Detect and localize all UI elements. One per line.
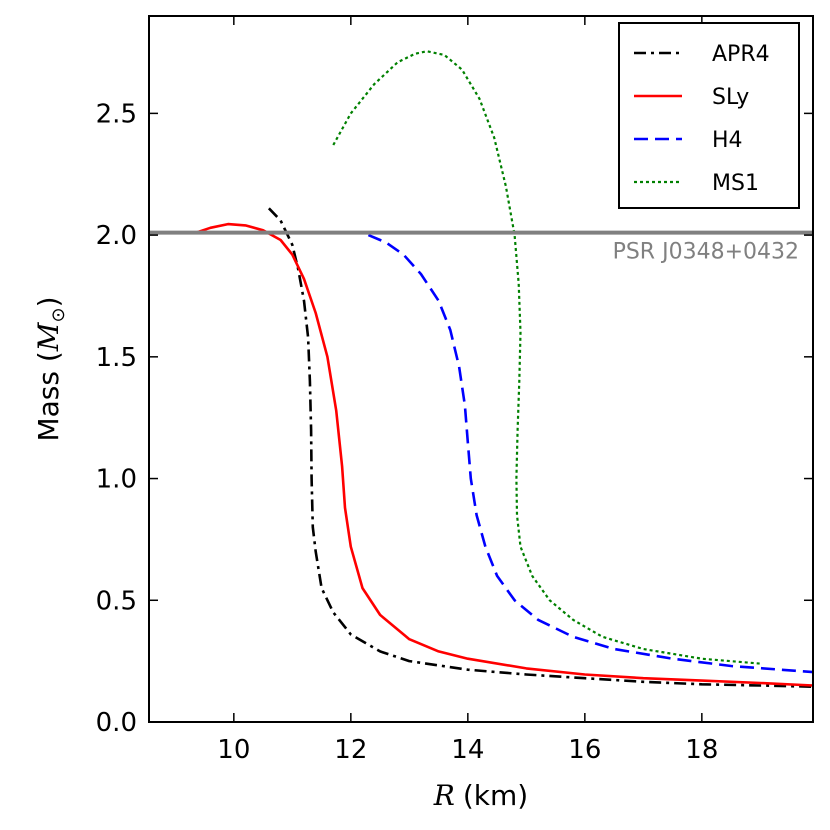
series-layer xyxy=(195,50,813,688)
x-axis-ticks: 10 12 14 16 18 xyxy=(217,16,718,765)
series-line-sly xyxy=(195,222,813,687)
series-line-h4 xyxy=(367,233,813,674)
series-line-apr4 xyxy=(267,207,813,688)
y-axis-ticks: 0.0 0.5 1.0 1.5 2.0 2.5 xyxy=(96,99,813,738)
plot-frame xyxy=(148,15,814,723)
y-tick-label-2-5: 2.5 xyxy=(96,99,137,129)
x-axis-variable: R xyxy=(433,779,455,812)
x-tick-label-18: 18 xyxy=(685,735,718,765)
legend-label-apr4: APR4 xyxy=(712,42,770,67)
x-tick-label-12: 12 xyxy=(334,735,367,765)
y-tick-label-2-0: 2.0 xyxy=(96,221,137,251)
y-tick-label-0-0: 0.0 xyxy=(96,708,137,738)
reference-line-label: PSR J0348+0432 xyxy=(613,240,799,265)
x-tick-label-14: 14 xyxy=(451,735,484,765)
x-tick-label-16: 16 xyxy=(568,735,601,765)
y-tick-label-1-0: 1.0 xyxy=(96,465,137,495)
y-axis-variable: M xyxy=(32,321,65,352)
y-axis-label: Mass (M⊙) xyxy=(32,296,69,441)
x-axis-unit: (km) xyxy=(463,779,528,812)
y-tick-label-0-5: 0.5 xyxy=(96,586,137,616)
legend-box xyxy=(618,22,800,209)
series-line-ms1 xyxy=(332,50,761,665)
legend: APR4 SLy H4 MS1 xyxy=(618,22,800,209)
x-tick-label-10: 10 xyxy=(217,735,250,765)
y-tick-label-1-5: 1.5 xyxy=(96,343,137,373)
y-axis-close: ) xyxy=(32,296,65,307)
legend-label-h4: H4 xyxy=(712,128,743,153)
y-axis-text: Mass ( xyxy=(32,351,65,441)
legend-label-sly: SLy xyxy=(712,85,749,110)
x-axis-label: R (km) xyxy=(433,779,528,812)
y-axis-subscript: ⊙ xyxy=(48,307,69,322)
legend-label-ms1: MS1 xyxy=(712,171,759,196)
